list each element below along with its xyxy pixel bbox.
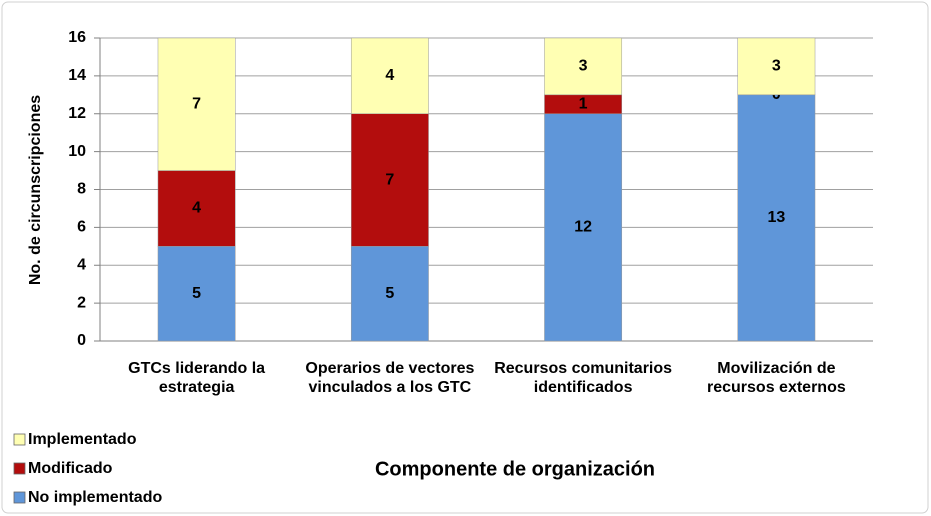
bar-segment bbox=[350, 246, 429, 342]
y-tick-label: 6 bbox=[77, 219, 86, 236]
y-tick-label: 12 bbox=[68, 105, 86, 122]
bar-segment bbox=[544, 37, 623, 96]
x-tick-label: Movilización de recursos externos bbox=[707, 360, 846, 396]
y-tick-label: 16 bbox=[68, 29, 86, 46]
bar-segment bbox=[544, 113, 623, 342]
data-label: 3 bbox=[772, 58, 781, 75]
bar-segment bbox=[737, 37, 816, 96]
x-tick-label: Operarios de vectores vinculados a los G… bbox=[305, 360, 475, 396]
legend-label: Modificado bbox=[28, 460, 113, 477]
data-label: 12 bbox=[574, 219, 592, 236]
legend-swatch bbox=[13, 433, 26, 446]
data-label: 5 bbox=[385, 285, 394, 302]
data-label: 4 bbox=[385, 67, 394, 84]
legend-label: No implementado bbox=[28, 489, 162, 506]
data-label: 7 bbox=[192, 96, 201, 113]
legend-label: Implementado bbox=[28, 431, 137, 448]
y-axis-label: No. de circunscripciones bbox=[27, 95, 44, 285]
data-label: 1 bbox=[579, 96, 588, 113]
legend-swatch bbox=[13, 462, 26, 475]
bar-segment bbox=[157, 37, 236, 171]
x-axis-label: Componente de organización bbox=[375, 458, 655, 480]
bar-segment bbox=[350, 113, 429, 247]
y-tick-label: 2 bbox=[77, 294, 86, 311]
x-tick-label: GTCs liderando la estrategia bbox=[128, 360, 266, 396]
data-label: 7 bbox=[385, 171, 394, 188]
y-tick-label: 10 bbox=[68, 143, 86, 160]
legend-swatch bbox=[13, 491, 26, 504]
y-tick-label: 0 bbox=[77, 332, 86, 349]
data-label: 13 bbox=[767, 209, 785, 226]
bar-segment bbox=[350, 37, 429, 114]
bar-segment bbox=[737, 94, 816, 342]
bar-segment bbox=[157, 246, 236, 342]
data-label: 5 bbox=[192, 285, 201, 302]
x-tick-label: Recursos comunitarios identificados bbox=[494, 360, 673, 396]
data-label: 3 bbox=[579, 58, 588, 75]
y-tick-label: 14 bbox=[68, 67, 86, 84]
data-label: 4 bbox=[192, 200, 201, 217]
y-tick-label: 8 bbox=[77, 181, 86, 198]
y-tick-label: 4 bbox=[77, 256, 86, 273]
bar-segment bbox=[157, 170, 236, 247]
